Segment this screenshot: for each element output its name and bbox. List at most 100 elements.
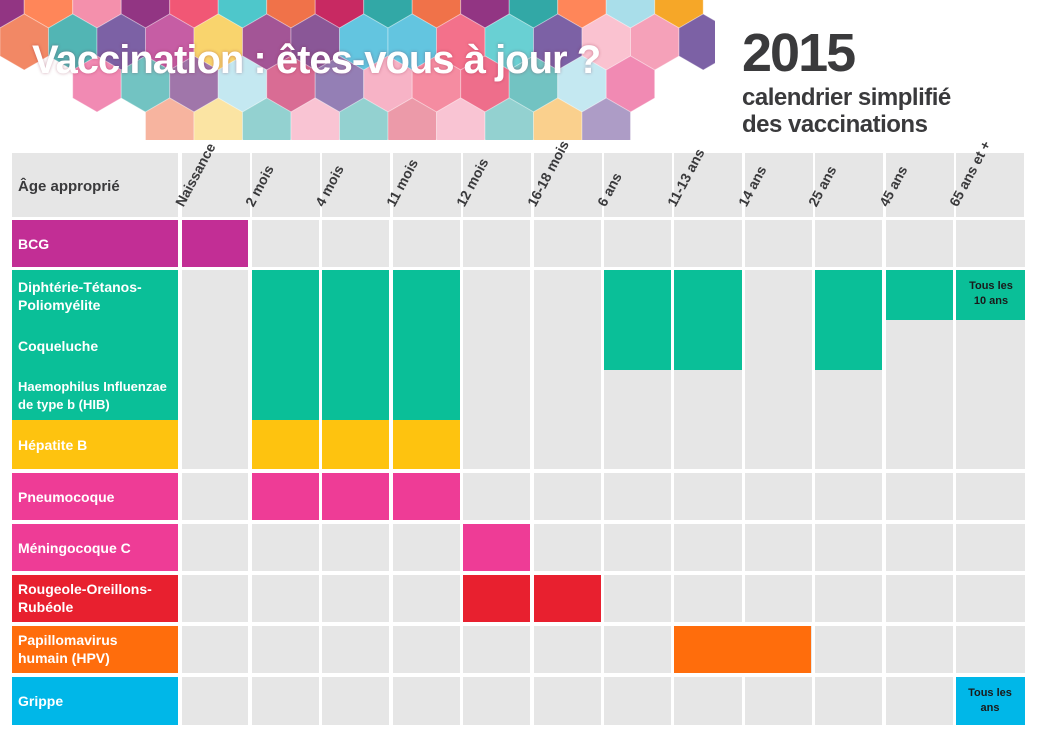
grid-cell xyxy=(182,575,248,622)
grid-cell xyxy=(674,420,742,469)
grid-cell xyxy=(252,220,319,267)
calendar-year: 2015 xyxy=(742,23,856,83)
page-title: Vaccination : êtes-vous à jour ? xyxy=(32,38,601,82)
grid-cell xyxy=(674,220,742,267)
column-header-16-18-mois: 16-18 mois xyxy=(524,138,602,217)
grid-cell xyxy=(886,575,953,622)
grid-cell xyxy=(815,473,882,520)
grid-cell xyxy=(393,220,460,267)
corner-header-label: Âge approprié xyxy=(18,178,120,195)
schedule-dtp-65-ans: Tous les 10 ans xyxy=(956,270,1025,320)
grid-cell xyxy=(534,420,601,469)
column-header-45-ans: 45 ans xyxy=(876,153,954,217)
grid-cell xyxy=(322,524,389,571)
schedule-dtp-45-ans xyxy=(886,270,953,320)
schedule-dtp-2-mois xyxy=(252,270,319,420)
grid-cell xyxy=(956,220,1025,267)
grid-cell xyxy=(956,420,1025,469)
grid-cell xyxy=(534,626,601,673)
row-label-rougeole-oreillons-rubeole: Rougeole-Oreillons-Rubéole xyxy=(12,575,178,622)
grid-cell xyxy=(182,270,248,420)
column-header-14-ans: 14 ans xyxy=(735,153,813,217)
grid-cell xyxy=(252,575,319,622)
grid-cell xyxy=(252,677,319,725)
grid-cell xyxy=(322,575,389,622)
banner-hexagon xyxy=(145,97,195,140)
column-header-65-ans-et-plus: 65 ans et + xyxy=(946,138,1024,217)
corner-header-cell: Âge approprié xyxy=(12,153,178,217)
grid-cell xyxy=(604,677,671,725)
grid-cell xyxy=(463,420,530,469)
column-header-11-13-ans: 11-13 ans xyxy=(664,146,742,217)
grid-cell xyxy=(604,575,671,622)
grid-cell xyxy=(463,220,530,267)
grid-cell xyxy=(534,677,601,725)
column-header-12-mois: 12 mois xyxy=(453,153,531,217)
column-header-naissance: Naissance xyxy=(172,140,250,217)
grid-cell xyxy=(674,575,742,622)
schedule-hpv-11-14-ans xyxy=(674,626,811,673)
grid-cell xyxy=(534,473,601,520)
column-header-2-mois: 2 mois xyxy=(242,153,320,217)
banner-hexagon xyxy=(193,97,243,140)
row-label-coqueluche: Coqueluche xyxy=(18,338,99,354)
grid-cell xyxy=(252,626,319,673)
grid-cell xyxy=(815,626,882,673)
schedule-ror-16-18-mois xyxy=(534,575,601,622)
grid-cell xyxy=(886,220,953,267)
banner-hexagon xyxy=(533,97,583,140)
grid-cell xyxy=(463,677,530,725)
grid-cell xyxy=(886,420,953,469)
calendar-subtitle: calendrier simplifié des vaccinations xyxy=(742,84,951,138)
grid-cell xyxy=(322,220,389,267)
banner-hexagon xyxy=(484,97,534,140)
grid-cell xyxy=(745,420,812,469)
grid-cell xyxy=(463,473,530,520)
schedule-meningocoque-12-mois xyxy=(463,524,530,571)
subtitle-line-1: calendrier simplifié xyxy=(742,84,951,111)
row-label-papillomavirus: Papillomavirus humain (HPV) xyxy=(12,626,178,673)
grid-cell xyxy=(393,575,460,622)
note-tous-les-ans: Tous les ans xyxy=(968,687,1012,714)
schedule-grippe-65-ans: Tous les ans xyxy=(956,677,1025,725)
grid-cell xyxy=(393,677,460,725)
grid-cell xyxy=(815,420,882,469)
grid-cell xyxy=(745,270,812,420)
grid-cell xyxy=(393,524,460,571)
grid-cell xyxy=(604,220,671,267)
grid-cell xyxy=(463,626,530,673)
grid-cell xyxy=(604,473,671,520)
grid-cell xyxy=(745,473,812,520)
grid-cell xyxy=(674,677,742,725)
schedule-dtp-11-mois xyxy=(393,270,460,420)
hexagon-pattern-banner xyxy=(0,0,715,140)
note-tous-les-10-ans: Tous les 10 ans xyxy=(969,280,1013,307)
row-label-bcg: BCG xyxy=(12,220,178,267)
banner-hexagon xyxy=(387,97,437,140)
grid-cell xyxy=(886,473,953,520)
schedule-hepatite-b-11-mois xyxy=(393,420,460,469)
schedule-hepatite-b-4-mois xyxy=(322,420,389,469)
grid-cell xyxy=(745,220,812,267)
grid-cell xyxy=(815,575,882,622)
grid-cell xyxy=(534,524,601,571)
grid-cell xyxy=(322,677,389,725)
grid-cell xyxy=(182,524,248,571)
schedule-pneumocoque-11-mois xyxy=(393,473,460,520)
schedule-pneumocoque-4-mois xyxy=(322,473,389,520)
row-label-hepatite-b: Hépatite B xyxy=(12,420,178,469)
grid-cell xyxy=(956,575,1025,622)
column-header-25-ans: 25 ans xyxy=(805,153,883,217)
grid-cell xyxy=(745,575,812,622)
grid-cell xyxy=(745,524,812,571)
schedule-ror-12-mois xyxy=(463,575,530,622)
banner-hexagon xyxy=(339,97,389,140)
grid-cell xyxy=(956,626,1025,673)
schedule-hepatite-b-2-mois xyxy=(252,420,319,469)
grid-cell xyxy=(745,677,812,725)
grid-cell xyxy=(956,524,1025,571)
grid-cell xyxy=(534,220,601,267)
grid-cell xyxy=(674,524,742,571)
grid-cell xyxy=(534,270,601,420)
grid-cell xyxy=(886,524,953,571)
